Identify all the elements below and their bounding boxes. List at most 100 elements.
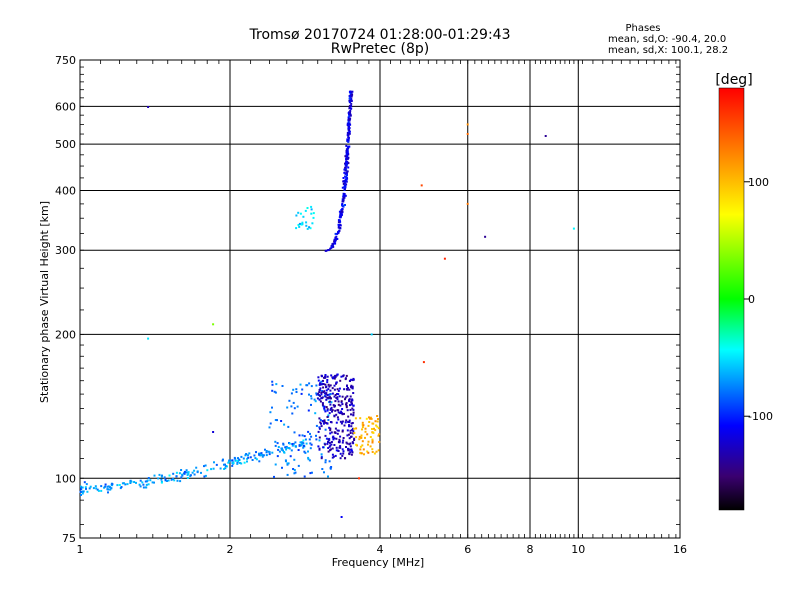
data-point bbox=[179, 480, 182, 483]
data-point bbox=[352, 414, 355, 417]
data-point bbox=[109, 486, 111, 489]
data-point bbox=[370, 417, 373, 420]
data-point bbox=[361, 444, 364, 447]
data-point bbox=[334, 454, 337, 457]
data-point bbox=[163, 476, 166, 479]
data-point bbox=[341, 208, 344, 210]
data-point bbox=[323, 471, 325, 474]
data-point bbox=[345, 404, 348, 407]
data-point bbox=[340, 211, 343, 214]
data-point bbox=[228, 460, 231, 463]
data-point bbox=[325, 437, 328, 440]
data-point bbox=[350, 425, 353, 428]
data-point bbox=[342, 177, 345, 179]
data-point bbox=[249, 456, 252, 459]
data-point bbox=[346, 160, 349, 163]
data-point bbox=[377, 418, 379, 420]
data-point bbox=[350, 453, 353, 456]
x-tick-label: 2 bbox=[227, 543, 234, 556]
data-point bbox=[246, 457, 249, 460]
data-point bbox=[315, 393, 318, 396]
data-point bbox=[349, 408, 352, 411]
phases-x-mode-stats: mean, sd,X: 100.1, 28.2 bbox=[608, 45, 728, 56]
data-point bbox=[160, 475, 163, 478]
data-point bbox=[342, 199, 345, 202]
data-point bbox=[350, 448, 353, 451]
data-point bbox=[89, 485, 92, 488]
data-point bbox=[322, 405, 325, 408]
data-point bbox=[286, 462, 289, 465]
data-point bbox=[347, 420, 350, 423]
axis-ticks bbox=[80, 60, 680, 538]
data-point bbox=[310, 385, 313, 388]
data-point bbox=[341, 186, 344, 189]
data-point bbox=[347, 152, 350, 155]
data-point bbox=[344, 186, 347, 189]
data-point bbox=[290, 449, 293, 452]
data-point bbox=[269, 411, 272, 414]
data-point bbox=[331, 387, 334, 390]
data-point bbox=[307, 409, 310, 412]
data-point bbox=[80, 494, 82, 496]
data-point bbox=[351, 451, 354, 454]
data-point bbox=[196, 471, 199, 474]
data-point bbox=[349, 110, 352, 112]
data-point bbox=[347, 162, 350, 165]
data-point bbox=[329, 247, 332, 250]
data-point bbox=[348, 107, 351, 110]
data-point bbox=[327, 450, 330, 453]
data-point bbox=[319, 394, 322, 397]
data-point bbox=[335, 437, 338, 440]
data-point bbox=[180, 469, 183, 471]
data-point bbox=[97, 489, 100, 492]
data-point bbox=[365, 417, 368, 420]
data-point bbox=[293, 431, 296, 434]
data-point bbox=[350, 384, 353, 387]
data-point bbox=[232, 462, 235, 465]
data-point bbox=[351, 429, 354, 431]
data-point bbox=[329, 444, 332, 447]
chart-subtitle: RwPretec (8p) bbox=[331, 41, 429, 57]
data-point bbox=[274, 419, 277, 421]
data-point bbox=[81, 492, 84, 495]
colorbar-tick-label: -100 bbox=[748, 410, 773, 423]
x-tick-label: 10 bbox=[571, 543, 585, 556]
data-point bbox=[144, 480, 147, 483]
data-point bbox=[212, 431, 215, 433]
data-point bbox=[175, 471, 178, 474]
data-point bbox=[360, 434, 363, 437]
data-point bbox=[346, 157, 349, 160]
data-point bbox=[344, 194, 347, 197]
data-point bbox=[348, 380, 351, 382]
data-point bbox=[358, 435, 361, 438]
data-point bbox=[333, 376, 336, 379]
data-point bbox=[297, 211, 300, 214]
data-point bbox=[180, 476, 183, 479]
data-point bbox=[304, 209, 307, 212]
data-point bbox=[355, 436, 358, 439]
data-point bbox=[85, 487, 87, 490]
data-point bbox=[281, 385, 284, 387]
data-point bbox=[310, 208, 313, 211]
data-point bbox=[352, 411, 355, 414]
data-point bbox=[254, 457, 257, 460]
data-point bbox=[285, 446, 288, 449]
data-point bbox=[341, 375, 344, 378]
data-point bbox=[308, 226, 311, 229]
data-point bbox=[206, 469, 209, 472]
data-point bbox=[271, 451, 274, 454]
data-point bbox=[350, 422, 353, 425]
data-point bbox=[168, 474, 171, 477]
data-point bbox=[231, 459, 234, 462]
data-point bbox=[361, 421, 364, 424]
y-tick-label: 75 bbox=[62, 532, 76, 545]
data-point bbox=[361, 426, 364, 429]
data-point bbox=[326, 379, 329, 381]
data-point bbox=[186, 474, 189, 476]
data-point bbox=[366, 433, 369, 436]
data-point bbox=[330, 245, 333, 248]
data-point bbox=[339, 379, 342, 382]
data-point bbox=[166, 480, 168, 482]
data-point bbox=[322, 383, 325, 385]
